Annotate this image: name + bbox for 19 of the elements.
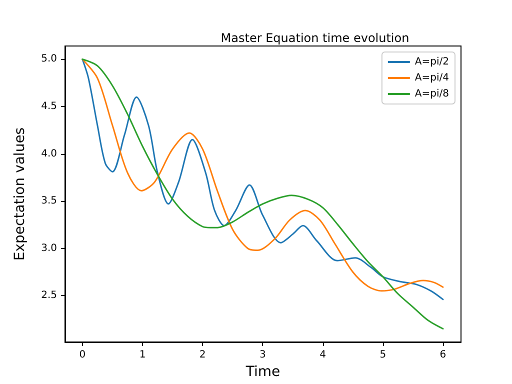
x-tick-label: 2: [199, 350, 206, 360]
y-axis-title: Expectation values: [12, 127, 28, 261]
x-tick-label: 5: [380, 350, 386, 360]
legend-label: A=pi/8: [414, 88, 449, 100]
legend-label: A=pi/4: [414, 72, 449, 84]
x-axis-title: Time: [244, 364, 280, 380]
y-tick-label: 5.0: [41, 54, 57, 65]
chart-title: Master Equation time evolution: [220, 31, 410, 45]
x-tick-label: 4: [320, 350, 326, 360]
x-tick-label: 6: [440, 350, 446, 360]
y-tick-label: 3.5: [41, 196, 57, 207]
y-tick-label: 2.5: [41, 290, 57, 302]
x-tick-label: 1: [139, 350, 146, 360]
y-tick-label: 4.5: [41, 101, 57, 112]
y-tick-label: 3.0: [41, 242, 57, 254]
x-tick-label: 3: [260, 350, 266, 360]
y-tick-label: 4.0: [41, 148, 57, 160]
x-tick-label: 0: [79, 350, 86, 360]
legend-label: A=pi/2: [414, 56, 449, 68]
